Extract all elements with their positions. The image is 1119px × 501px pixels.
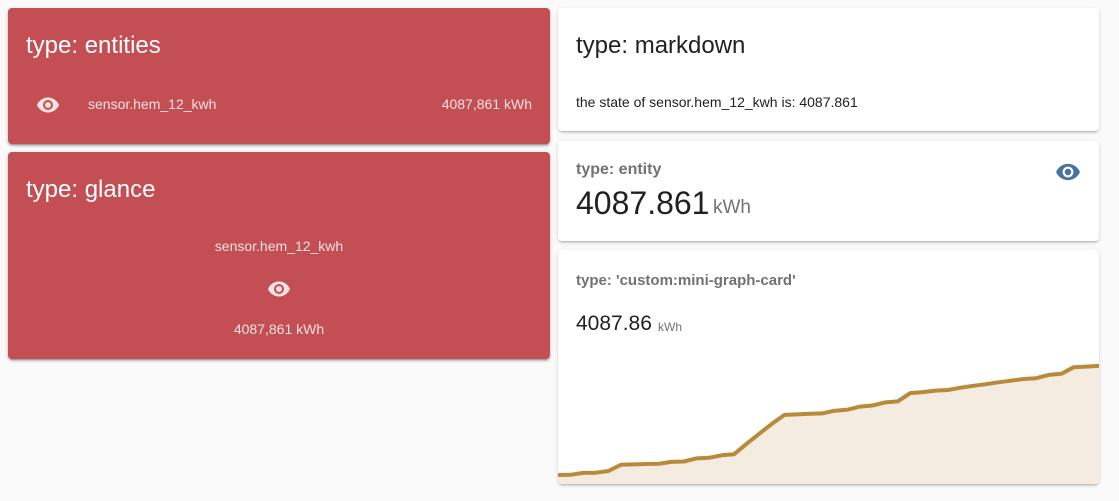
entity-row-name[interactable]: sensor.hem_12_kwh [88,96,217,112]
markdown-card: type: markdown the state of sensor.hem_1… [558,8,1099,131]
entity-name: type: entity [576,161,662,178]
card-title: type: entities [26,32,161,59]
graph-area [558,365,1099,484]
entity-unit: kWh [713,197,751,218]
graph-value: 4087.86 [576,312,652,335]
mini-graph-card[interactable]: type: 'custom:mini-graph-card' 4087.86 k… [558,250,1099,484]
eye-icon[interactable] [267,277,291,301]
markdown-content: the state of sensor.hem_12_kwh is: 4087.… [576,94,858,110]
glance-entity-state[interactable]: 4087,861 kWh [233,321,325,337]
eye-icon[interactable] [1055,159,1081,185]
entity-value: 4087.861 [576,185,710,221]
entity-row-state[interactable]: 4087,861 kWh [441,96,532,112]
entity-card[interactable]: type: entity 4087.861 kWh [558,141,1099,241]
entities-card: type: entities sensor.hem_12_kwh 4087,86… [8,8,550,144]
card-title: type: glance [26,176,156,203]
graph-unit: kWh [658,320,682,334]
graph-name: type: 'custom:mini-graph-card' [576,272,796,289]
mini-graph [558,363,1099,484]
card-title: type: markdown [576,32,746,59]
glance-entity-name[interactable]: sensor.hem_12_kwh [214,238,344,254]
glance-card: type: glance sensor.hem_12_kwh 4087,861 … [8,152,550,359]
graph-line [558,363,1099,477]
eye-icon[interactable] [36,93,60,117]
